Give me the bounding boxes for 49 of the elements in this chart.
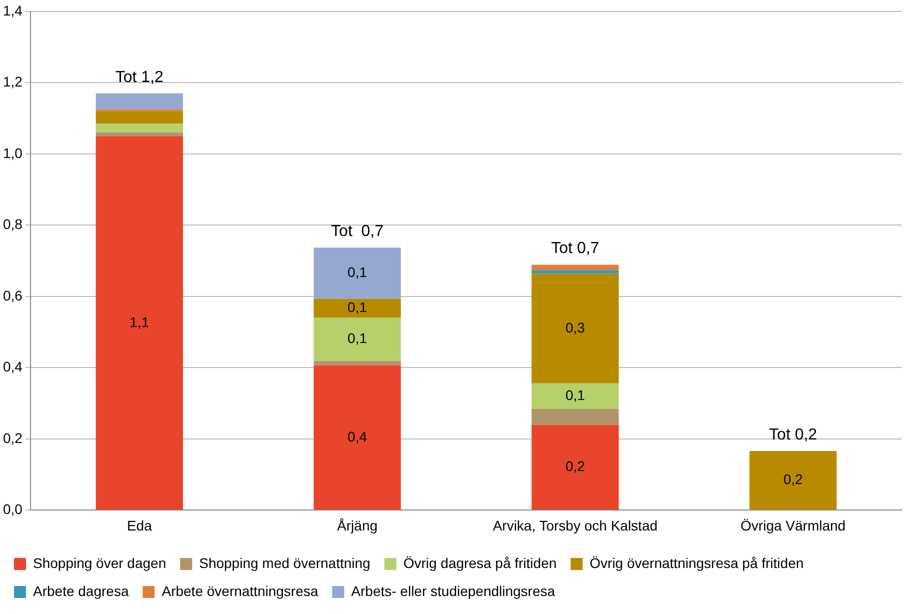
bar — [314, 248, 401, 299]
legend-label: Shopping med övernattning — [199, 554, 370, 571]
y-tick-label: 1,4 — [2, 2, 23, 18]
bar — [314, 298, 401, 318]
total-label: Tot 0,7 — [551, 240, 600, 258]
y-tick-label: 0,8 — [2, 216, 23, 232]
y-tick-label: 0,2 — [2, 430, 23, 446]
data-label: 0,4 — [348, 428, 368, 444]
legend-label: Shopping över dagen — [33, 554, 166, 571]
legend-label: Arbete övernattningsresa — [162, 582, 318, 599]
bar — [96, 111, 183, 124]
legend-label: Arbets- eller studiependlingsresa — [351, 582, 556, 599]
data-label: 0,1 — [348, 264, 368, 280]
total-label: Tot 0,7 — [331, 223, 384, 240]
x-tick-label: Arvika, Torsby och Kalstad — [492, 517, 658, 534]
bar — [314, 360, 401, 366]
total-label: Tot 0,2 — [769, 426, 818, 444]
data-label: 0,1 — [348, 299, 368, 316]
bar — [749, 451, 837, 510]
data-label: 0,1 — [565, 387, 586, 404]
bar — [96, 136, 183, 510]
y-tick-label: 0,4 — [2, 358, 23, 375]
x-tick-label: Eda — [126, 517, 152, 534]
bar — [532, 270, 619, 274]
bar — [532, 264, 619, 270]
bar — [314, 318, 401, 361]
legend-label: Övrig dagresa på fritiden — [403, 554, 557, 571]
bar — [532, 274, 619, 384]
bar — [532, 383, 619, 410]
bar — [532, 409, 619, 425]
y-tick-label: 0,0 — [2, 501, 23, 518]
x-tick-label: Övriga Värmland — [740, 517, 846, 534]
total-label: Tot 1,2 — [115, 68, 164, 86]
data-label: 0,2 — [565, 458, 586, 474]
bar — [96, 93, 183, 110]
legend-label: Övrig övernattningsresa på fritiden — [590, 554, 804, 571]
y-tick-label: 1,0 — [2, 144, 23, 161]
data-label: 1,1 — [130, 314, 150, 330]
data-label: 0,1 — [348, 330, 368, 346]
data-label: 0,3 — [565, 319, 586, 336]
bar — [314, 365, 401, 510]
data-label: 0,2 — [783, 471, 803, 488]
x-tick-label: Årjäng — [337, 517, 378, 534]
legend-label: Arbete dagresa — [33, 582, 129, 599]
bar — [96, 132, 183, 136]
y-tick-label: 1,2 — [2, 74, 23, 90]
y-tick-label: 0,6 — [2, 287, 23, 304]
bar — [532, 424, 619, 510]
bar — [96, 124, 183, 133]
